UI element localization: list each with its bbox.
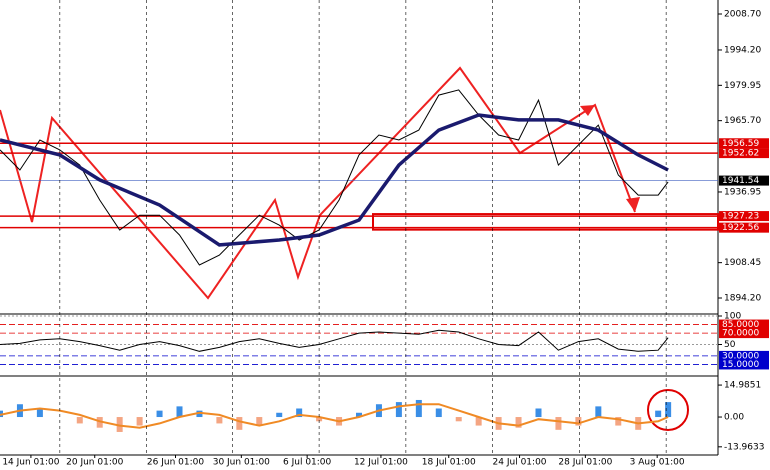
histogram-bar <box>615 417 622 426</box>
zone-box <box>372 213 719 231</box>
level-label-box <box>719 222 769 233</box>
arrow-head <box>626 197 640 212</box>
y-tick-label: 0.00 <box>724 413 744 423</box>
last-price-label: 1941.54 <box>722 176 759 186</box>
series-line <box>0 329 669 352</box>
y-tick-label: 1994.20 <box>724 45 761 55</box>
y-tick-label: 50 <box>724 340 736 350</box>
histogram-bar <box>116 417 123 432</box>
histogram-bar <box>455 417 462 422</box>
histogram-bar <box>76 417 83 424</box>
y-tick-label: 1979.95 <box>724 81 761 91</box>
series-line <box>0 113 669 247</box>
x-tick-label: 26 Jun 01:00 <box>147 458 204 468</box>
level-label-box <box>719 359 769 370</box>
histogram-bar <box>256 417 263 426</box>
level-label-box <box>719 350 769 361</box>
level-label: 1952.62 <box>722 149 759 159</box>
y-tick-label: 1908.45 <box>724 258 761 268</box>
histogram-bar <box>216 417 223 424</box>
x-tick-label: 20 Jun 01:00 <box>66 458 123 468</box>
histogram-bar <box>515 417 522 428</box>
histogram-bar <box>475 417 482 426</box>
histogram-bar <box>665 402 672 418</box>
last-price-box <box>719 175 769 186</box>
y-tick-label: 14.9851 <box>724 381 761 391</box>
x-tick-label: 28 Jul 01:00 <box>558 458 612 468</box>
x-tick-label: 18 Jul 01:00 <box>422 458 476 468</box>
histogram-bar <box>236 417 243 430</box>
histogram-bar <box>575 417 582 426</box>
x-tick-label: 14 Jun 01:00 <box>2 458 59 468</box>
histogram-bar <box>395 402 402 418</box>
histogram-bar <box>595 406 602 418</box>
histogram-bar <box>296 408 303 418</box>
level-label: 1927.23 <box>722 212 759 222</box>
x-tick-label: 6 Jul 01:00 <box>283 458 332 468</box>
level-label: 30.0000 <box>722 351 759 361</box>
y-tick-label: 1936.95 <box>724 187 761 197</box>
series-line <box>0 403 669 429</box>
level-label-box <box>719 138 769 149</box>
x-tick-label: 24 Jul 01:00 <box>493 458 547 468</box>
y-tick-label: 1894.20 <box>724 293 761 303</box>
histogram-bar <box>156 410 163 418</box>
histogram-bar <box>555 417 562 430</box>
histogram-bar <box>356 412 362 418</box>
histogram-bar <box>196 410 203 418</box>
level-label-box <box>719 211 769 222</box>
x-tick-label: 12 Jul 01:00 <box>354 458 408 468</box>
histogram-bar <box>96 417 103 428</box>
histogram-bar <box>435 408 442 418</box>
histogram-bar <box>415 399 422 418</box>
series-line <box>0 89 669 266</box>
level-label-box <box>719 319 769 330</box>
level-label: 1922.56 <box>722 223 759 233</box>
level-label-box <box>719 328 769 339</box>
histogram-bar <box>316 417 323 422</box>
histogram-bar <box>136 417 143 426</box>
arrow-head <box>580 105 595 116</box>
highlight-circle <box>647 389 689 431</box>
level-label: 70.0000 <box>722 329 759 339</box>
histogram-bar <box>535 408 542 418</box>
level-label: 15.0000 <box>722 360 759 370</box>
level-label-box <box>719 148 769 159</box>
x-tick-label: 30 Jun 01:00 <box>213 458 270 468</box>
histogram-bar <box>276 412 283 418</box>
y-tick-label: 2008.70 <box>724 10 761 20</box>
histogram-bar <box>176 406 183 418</box>
histogram-bar <box>36 408 43 418</box>
y-tick-label: -13.9633 <box>724 442 764 452</box>
x-tick-label: 3 Aug 01:00 <box>630 458 685 468</box>
y-tick-label: 100 <box>724 312 741 322</box>
level-label: 85.0000 <box>722 320 759 330</box>
y-tick-label: 1965.70 <box>724 116 761 126</box>
level-label: 1956.59 <box>722 139 759 149</box>
histogram-bar <box>655 410 662 418</box>
